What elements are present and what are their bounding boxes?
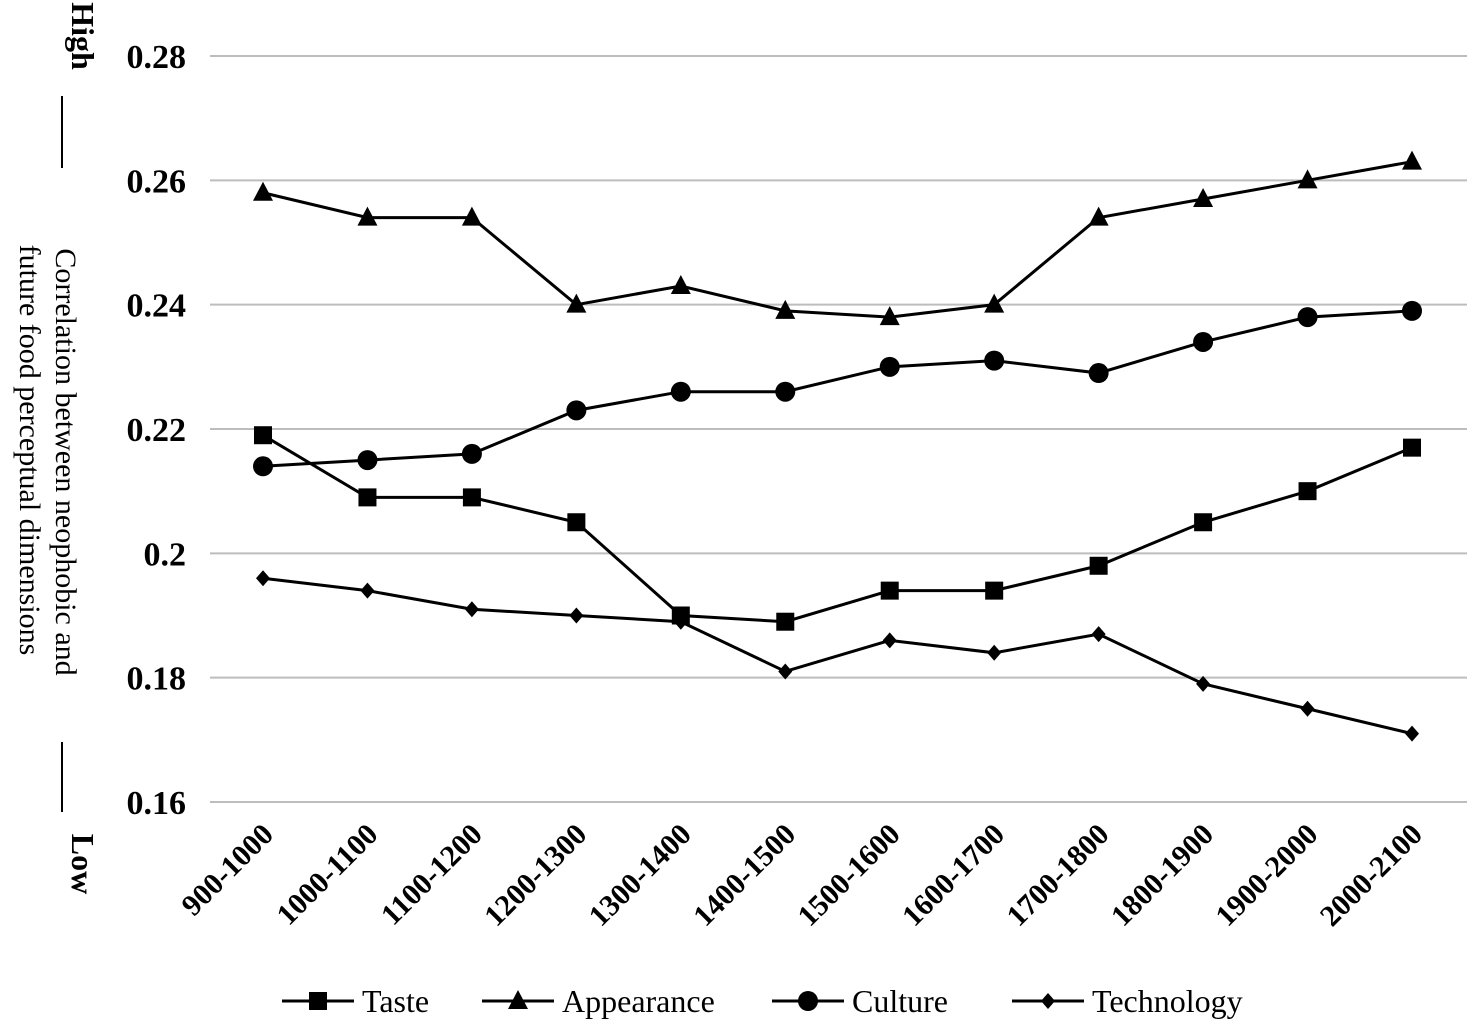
- series-line-technology: [262, 576, 1413, 736]
- x-axis-ticks: 900-10001000-11001100-12001200-13001300-…: [175, 818, 1429, 933]
- x-tick-label: 1700-1800: [1000, 818, 1115, 933]
- data-point-culture: [357, 450, 378, 471]
- data-point-culture: [1088, 363, 1109, 384]
- legend-item-appearance: Appearance: [482, 983, 715, 1019]
- legend-label: Culture: [852, 983, 948, 1019]
- series-line-culture: [262, 309, 1413, 468]
- y-axis-ticks: 0.16 0.18 0.2 0.22 0.24 0.26 0.28: [127, 39, 187, 822]
- data-point-technology: [1300, 700, 1315, 717]
- data-point-appearance: [357, 206, 378, 226]
- legend: Taste Appearance Culture Technology: [282, 983, 1243, 1019]
- y-tick-label: 0.24: [127, 288, 187, 325]
- x-tick-label: 1600-1700: [896, 818, 1011, 933]
- data-point-technology: [1196, 675, 1211, 692]
- gridlines: [210, 55, 1467, 803]
- data-point-culture: [1297, 307, 1318, 328]
- data-point-technology: [1405, 725, 1419, 742]
- data-point-technology: [882, 632, 897, 649]
- data-point-appearance: [1088, 206, 1109, 226]
- series-line-taste: [262, 433, 1413, 624]
- data-point-technology: [987, 644, 1002, 661]
- x-tick-label: 1000-1100: [270, 818, 384, 932]
- data-point-technology: [464, 601, 479, 618]
- data-point-appearance: [566, 293, 587, 313]
- data-point-taste: [985, 581, 1004, 600]
- data-point-technology: [673, 613, 688, 630]
- legend-label: Appearance: [562, 983, 715, 1019]
- data-point-taste: [358, 488, 377, 507]
- legend-marker-appearance: [508, 990, 528, 1009]
- data-point-taste: [1194, 513, 1213, 532]
- data-point-technology: [360, 582, 375, 599]
- x-tick-label: 900-1000: [175, 818, 280, 923]
- data-point-technology: [256, 570, 270, 587]
- legend-label: Technology: [1092, 983, 1243, 1019]
- data-point-culture: [775, 381, 796, 402]
- y-tick-label: 0.2: [144, 536, 187, 573]
- data-point-appearance: [1297, 169, 1318, 189]
- x-tick-label: 1100-1200: [375, 818, 489, 932]
- x-tick-label: 1300-1400: [583, 818, 698, 933]
- data-point-appearance: [879, 306, 900, 326]
- data-point-taste: [462, 488, 481, 507]
- x-tick-label: 1900-2000: [1209, 818, 1324, 933]
- legend-item-culture: Culture: [772, 983, 948, 1019]
- data-point-culture: [461, 443, 482, 464]
- data-point-culture: [1193, 331, 1214, 352]
- data-point-technology: [1091, 626, 1106, 643]
- y-tick-label: 0.18: [127, 661, 187, 698]
- data-point-taste: [776, 612, 795, 631]
- data-point-appearance: [1402, 150, 1422, 170]
- legend-item-taste: Taste: [282, 983, 429, 1019]
- series-line-appearance: [262, 160, 1413, 319]
- x-tick-label: 2000-2100: [1314, 818, 1429, 933]
- data-point-appearance: [253, 181, 273, 201]
- data-point-appearance: [775, 299, 796, 319]
- series-appearance: [253, 150, 1422, 326]
- data-point-taste: [1089, 556, 1108, 575]
- legend-marker-culture: [798, 991, 818, 1011]
- x-tick-label: 1200-1300: [478, 818, 593, 933]
- data-point-taste: [1403, 438, 1421, 457]
- data-point-culture: [566, 400, 587, 421]
- y-axis-label-line-1: Correlation between neophobic and: [49, 248, 82, 675]
- legend-label: Taste: [362, 983, 429, 1019]
- data-point-culture: [253, 456, 273, 477]
- data-point-appearance: [670, 275, 691, 295]
- data-point-appearance: [984, 293, 1005, 313]
- y-tick-label: 0.26: [127, 163, 187, 200]
- series-group: [253, 150, 1422, 742]
- y-tick-label: 0.28: [127, 39, 187, 76]
- data-point-technology: [569, 607, 584, 624]
- data-point-taste: [567, 513, 586, 532]
- series-culture: [253, 300, 1422, 477]
- x-tick-label: 1400-1500: [687, 818, 802, 933]
- legend-item-technology: Technology: [1012, 983, 1243, 1019]
- y-tick-label: 0.16: [127, 785, 187, 822]
- x-tick-label: 1500-1600: [791, 818, 906, 933]
- low-label: Low: [65, 834, 101, 894]
- data-point-appearance: [1193, 187, 1214, 207]
- data-point-culture: [879, 356, 900, 377]
- data-point-technology: [778, 663, 793, 680]
- y-axis-side-annotation: High Correlation between neophobic and f…: [13, 2, 101, 894]
- series-technology: [256, 570, 1419, 742]
- data-point-taste: [1298, 482, 1317, 501]
- y-axis-label-line-2: future food perceptual dimensions: [13, 245, 46, 656]
- legend-marker-taste: [309, 992, 327, 1010]
- legend-marker-technology: [1041, 993, 1055, 1009]
- data-point-appearance: [461, 206, 482, 226]
- data-point-taste: [254, 426, 272, 445]
- y-tick-label: 0.22: [127, 412, 187, 449]
- data-point-culture: [984, 350, 1005, 371]
- series-taste: [254, 426, 1421, 631]
- x-tick-label: 1800-1900: [1105, 818, 1220, 933]
- data-point-culture: [670, 381, 691, 402]
- data-point-culture: [1402, 300, 1422, 321]
- data-point-taste: [880, 581, 899, 600]
- high-label: High: [65, 2, 101, 70]
